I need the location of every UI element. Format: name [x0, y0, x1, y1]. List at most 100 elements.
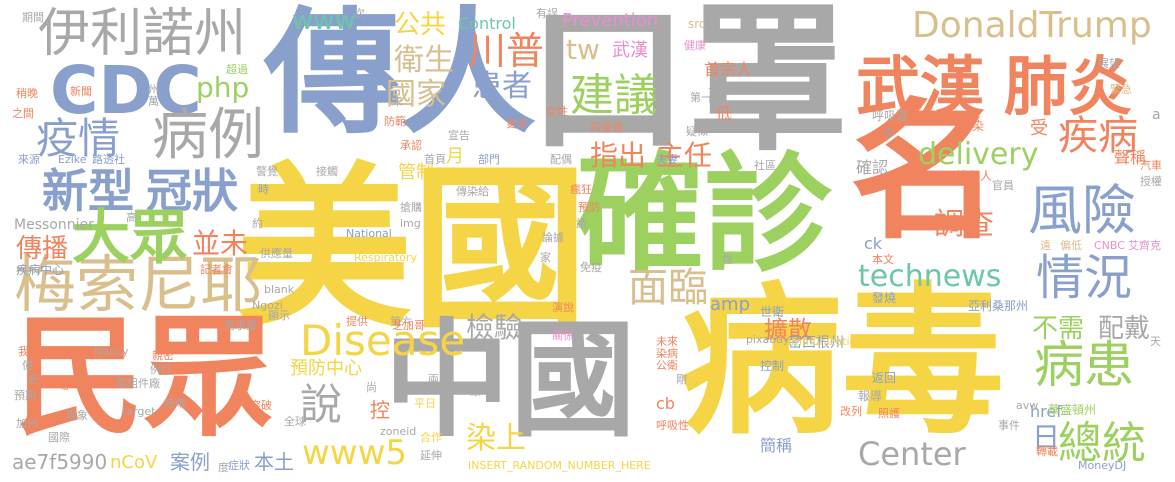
- word: 川普: [468, 29, 545, 73]
- word: 親密: [152, 349, 174, 362]
- word: 承認: [400, 139, 422, 152]
- word: 之間: [12, 107, 34, 120]
- word: 社區: [754, 159, 776, 172]
- word: 檢驗: [466, 311, 523, 344]
- word: 健康: [684, 39, 706, 52]
- word: 芮斐德: [590, 121, 623, 134]
- word: Ezike: [58, 153, 87, 166]
- word: Prevention: [562, 10, 659, 31]
- word: Immunization: [788, 335, 864, 348]
- word: Disease: [300, 316, 466, 365]
- word: 控制: [760, 359, 785, 373]
- word: 低: [716, 104, 733, 123]
- word: zoneid: [380, 425, 417, 438]
- word: 管制: [398, 162, 434, 183]
- word: src: [688, 17, 706, 31]
- word: 記者會: [200, 263, 233, 276]
- word: 衛生: [394, 43, 454, 78]
- word: 顯示: [268, 309, 290, 322]
- word: 疫情: [36, 114, 121, 163]
- word: 遠: [1040, 239, 1051, 252]
- word: 稍晚: [16, 87, 38, 100]
- word: 病患: [1034, 336, 1134, 394]
- word: 受: [1030, 118, 1048, 139]
- word: 調查: [934, 207, 994, 242]
- word: Center: [858, 435, 966, 473]
- word: 緊急: [1110, 83, 1132, 96]
- word: 傳人: [264, 0, 536, 153]
- word: 風險: [1028, 179, 1136, 242]
- word: 月: [446, 146, 464, 167]
- word: 第六: [390, 315, 412, 328]
- word: 日: [1032, 421, 1061, 454]
- word: 新聞: [70, 85, 92, 98]
- word: 艾齊克: [1128, 239, 1161, 252]
- word: technews: [858, 259, 1002, 294]
- word: 零組件廠: [116, 377, 160, 390]
- word: 面臨: [628, 265, 708, 311]
- word: 請: [576, 217, 587, 230]
- word: 性: [722, 253, 733, 266]
- word: 接觸: [316, 165, 338, 178]
- word: 女性: [546, 105, 568, 118]
- word: 確認: [856, 158, 889, 177]
- word: 總統: [1058, 418, 1146, 469]
- word: 改列: [840, 405, 862, 418]
- word: 梅索尼耶: [14, 248, 263, 321]
- word: 剛: [676, 373, 687, 386]
- word: 境內人: [956, 169, 993, 183]
- word: 新型: [42, 164, 134, 218]
- word: ck: [864, 234, 883, 253]
- word: target: [122, 405, 156, 418]
- word: 合作: [420, 431, 442, 444]
- word: 宣告: [448, 129, 470, 142]
- word: 警覺: [256, 165, 278, 178]
- word: 武漢: [612, 40, 648, 61]
- word: Nancy: [94, 345, 129, 358]
- word: 華盛頓州: [1048, 403, 1097, 417]
- word: 全球: [284, 415, 306, 428]
- word: 例行: [150, 363, 172, 376]
- word: 防範: [384, 115, 406, 128]
- word: 免疫: [580, 261, 602, 274]
- word: 度: [218, 461, 229, 474]
- word: 論據: [542, 231, 564, 244]
- word: 病例: [152, 103, 264, 168]
- word: 平日: [414, 397, 436, 410]
- word: 指出: [590, 139, 647, 172]
- word: 密西根州: [788, 335, 844, 351]
- word: 返回: [872, 371, 897, 385]
- word: 說: [300, 380, 343, 429]
- word: 部門: [478, 153, 500, 166]
- word: 呼吸性: [656, 419, 689, 432]
- word: 美國: [236, 147, 589, 352]
- word: php: [196, 71, 250, 104]
- word: 報導: [858, 389, 883, 403]
- word: 我國: [18, 345, 40, 358]
- word: 高: [126, 211, 137, 224]
- word: 家: [540, 251, 551, 264]
- word: CDC: [50, 52, 202, 129]
- word: 尚: [366, 381, 377, 394]
- word: 展望: [1098, 57, 1120, 70]
- word: 亞利桑那州: [968, 299, 1029, 313]
- word: MoneyDJ: [1078, 459, 1127, 472]
- word: 肺炎: [1004, 51, 1132, 125]
- word: 瘋狂: [570, 183, 592, 196]
- word: 州: [148, 83, 159, 96]
- word: 延伸: [420, 449, 442, 462]
- word: 汽車: [1140, 159, 1162, 172]
- word: 冠狀: [146, 164, 238, 218]
- word: 時: [258, 183, 269, 196]
- word: 伊利諾州: [38, 4, 247, 64]
- word: 約: [252, 217, 263, 230]
- word: 提供: [346, 315, 368, 328]
- word: Messonnier: [14, 217, 94, 233]
- word: 副: [708, 86, 725, 105]
- word: INSERT_RANDOM_NUMBER_HERE: [468, 459, 651, 472]
- word: 萬: [148, 95, 159, 108]
- word: Control: [458, 14, 516, 33]
- word: 預防中心: [290, 358, 362, 379]
- word: 未: [392, 95, 403, 108]
